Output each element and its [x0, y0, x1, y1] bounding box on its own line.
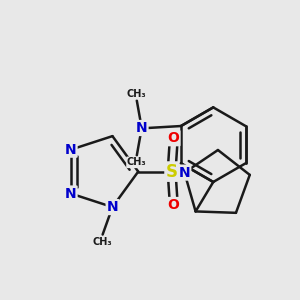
Text: CH₃: CH₃: [127, 88, 147, 99]
Text: N: N: [178, 166, 190, 180]
Text: N: N: [65, 187, 76, 200]
Text: O: O: [168, 131, 179, 145]
Text: N: N: [136, 121, 148, 135]
Text: S: S: [166, 163, 178, 181]
Text: O: O: [168, 198, 179, 212]
Text: N: N: [106, 200, 118, 214]
Text: N: N: [65, 143, 76, 157]
Text: CH₃: CH₃: [93, 237, 112, 248]
Text: CH₃: CH₃: [127, 157, 147, 167]
